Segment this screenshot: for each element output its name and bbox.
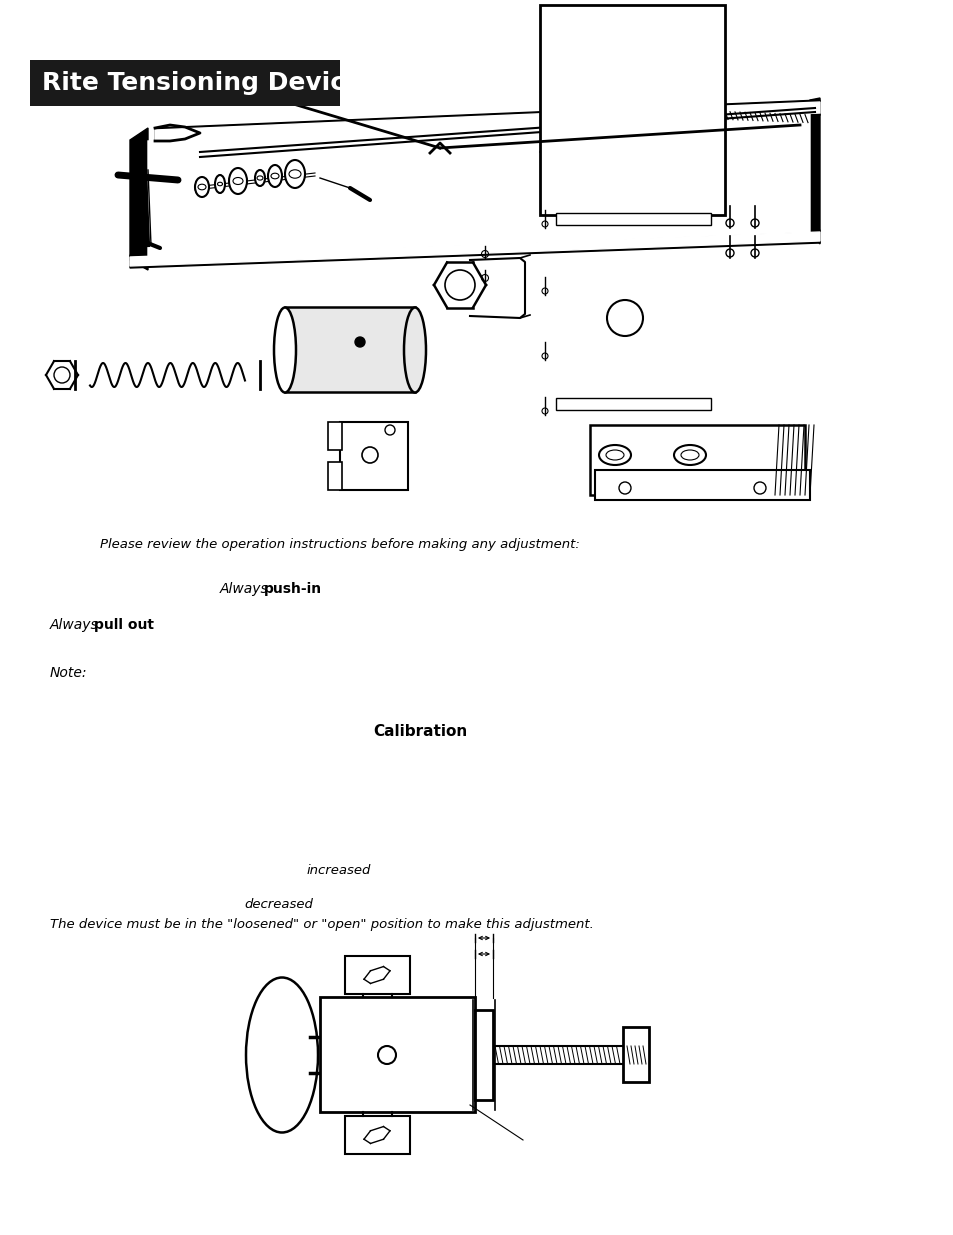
Polygon shape <box>148 112 809 258</box>
Bar <box>622 1028 648 1082</box>
Ellipse shape <box>673 445 705 466</box>
Text: Rite Tensioning Device®: Rite Tensioning Device® <box>42 70 387 95</box>
Bar <box>595 471 809 500</box>
Text: Note:: Note: <box>50 666 88 680</box>
Circle shape <box>377 1046 395 1065</box>
Ellipse shape <box>289 169 301 178</box>
Text: push-in: push-in <box>264 582 322 597</box>
Bar <box>345 956 410 994</box>
Ellipse shape <box>274 308 295 393</box>
Text: The device must be in the "loosened" or "open" position to make this adjustment.: The device must be in the "loosened" or … <box>50 918 594 931</box>
Ellipse shape <box>598 445 630 466</box>
Polygon shape <box>130 230 820 268</box>
Bar <box>328 462 341 490</box>
Polygon shape <box>154 103 820 141</box>
Circle shape <box>355 337 365 347</box>
Text: Always: Always <box>220 582 273 597</box>
Ellipse shape <box>214 175 225 193</box>
Ellipse shape <box>271 173 278 179</box>
Ellipse shape <box>285 161 305 188</box>
Bar <box>285 308 415 391</box>
Polygon shape <box>154 100 820 143</box>
Bar <box>345 1116 410 1153</box>
Text: Calibration: Calibration <box>373 724 467 739</box>
Text: Always: Always <box>50 618 103 632</box>
Ellipse shape <box>605 450 623 459</box>
Ellipse shape <box>233 178 243 184</box>
Ellipse shape <box>254 170 265 186</box>
Bar <box>589 425 804 495</box>
Ellipse shape <box>680 450 699 459</box>
Polygon shape <box>809 98 820 245</box>
Ellipse shape <box>403 308 426 393</box>
Ellipse shape <box>268 165 282 186</box>
Bar <box>556 212 710 225</box>
Bar <box>30 61 339 106</box>
Bar <box>556 398 710 410</box>
Text: decreased: decreased <box>244 898 313 911</box>
Bar <box>475 1010 493 1100</box>
Text: increased: increased <box>307 864 371 877</box>
Text: pull out: pull out <box>94 618 153 632</box>
Ellipse shape <box>198 184 206 190</box>
Ellipse shape <box>194 177 209 198</box>
Text: Please review the operation instructions before making any adjustment:: Please review the operation instructions… <box>100 538 579 551</box>
Ellipse shape <box>229 168 247 194</box>
Ellipse shape <box>217 183 222 185</box>
Polygon shape <box>130 232 820 266</box>
Bar <box>539 5 724 215</box>
Ellipse shape <box>246 977 317 1132</box>
Bar <box>339 422 408 490</box>
Bar <box>328 422 341 450</box>
Bar <box>319 997 475 1112</box>
Ellipse shape <box>256 175 263 180</box>
Polygon shape <box>130 128 148 270</box>
